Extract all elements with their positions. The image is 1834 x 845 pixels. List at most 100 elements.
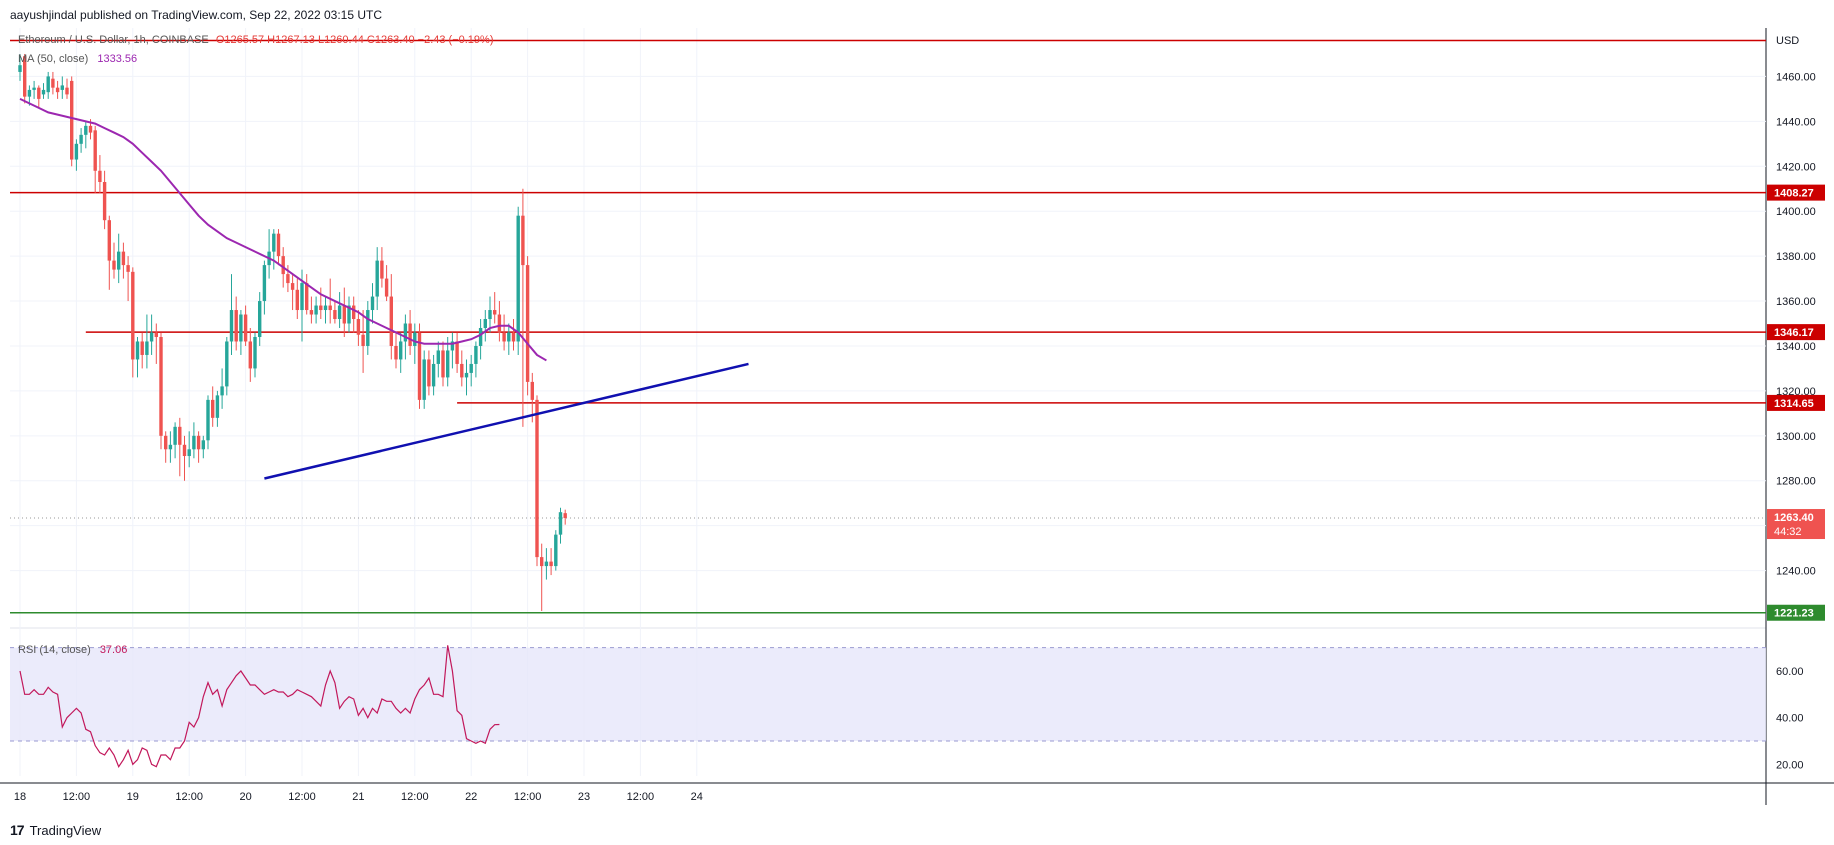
rsi-value: 37.06	[100, 644, 128, 656]
candle-body	[427, 359, 431, 387]
candle-body	[328, 305, 332, 311]
price-tick-label: 1320.00	[1776, 386, 1816, 398]
candle-body	[211, 399, 215, 418]
time-tick-label: 12:00	[401, 791, 429, 803]
candle-body	[18, 65, 22, 72]
candle-body	[431, 363, 436, 387]
candle-body	[225, 341, 229, 387]
candle-body	[356, 319, 361, 335]
candle-body	[55, 87, 60, 93]
candle-body	[464, 372, 469, 378]
candle-body	[182, 444, 187, 457]
price-tick-label: 1280.00	[1776, 476, 1816, 488]
level-price-text: 1346.17	[1774, 327, 1814, 339]
ma50-line	[19, 97, 547, 362]
candle-body	[239, 314, 243, 342]
last-price-text: 1263.40	[1774, 512, 1814, 524]
time-tick-label: 19	[127, 791, 139, 803]
candle-body	[262, 265, 267, 302]
candle-body	[27, 89, 32, 97]
ma-legend: MA (50, close) 1333.56	[18, 53, 137, 65]
ma-label: MA (50, close)	[18, 53, 88, 65]
candle-body	[497, 314, 502, 333]
time-tick-label: 22	[465, 791, 477, 803]
time-tick-label: 12:00	[514, 791, 542, 803]
candle-body	[41, 89, 46, 95]
rsi-polyline	[19, 645, 500, 768]
rsi-tick-label: 20.00	[1776, 759, 1804, 771]
candle-body	[375, 260, 379, 297]
price-tick-label: 1460.00	[1776, 71, 1816, 83]
candle-body	[112, 260, 116, 270]
candle-body	[413, 332, 417, 346]
candle-body	[98, 170, 102, 182]
level-price-text: 1314.65	[1774, 398, 1814, 410]
candle-body	[281, 256, 285, 275]
rsi-tick-label: 60.00	[1776, 666, 1804, 678]
level-price-text: 1221.23	[1774, 608, 1814, 620]
candle-body	[337, 305, 342, 320]
candle-body	[295, 289, 299, 311]
time-axis[interactable]: 18 12:00 19 12:00 20 12:00 21 12:00 22 12:00 23 12:…	[14, 791, 703, 803]
candle-body	[474, 345, 478, 364]
candle-body	[478, 328, 483, 346]
candle-body	[206, 399, 210, 441]
candle-body	[540, 557, 544, 567]
candle-body	[446, 350, 450, 378]
tradingview-logo-icon: 17	[10, 822, 25, 838]
time-tick-label: 18	[14, 791, 26, 803]
ascending-trend-line	[264, 362, 749, 480]
price-tick-label: 1400.00	[1776, 206, 1816, 218]
price-tick-label: 1420.00	[1776, 161, 1816, 173]
candle-body	[493, 310, 497, 315]
horizontal-levels[interactable]	[10, 39, 1766, 614]
price-axis[interactable]: 1240.001260.001280.001300.001320.001340.…	[1776, 35, 1816, 771]
candle-body	[305, 283, 309, 311]
candle-body	[88, 125, 93, 133]
candle-body	[535, 399, 539, 558]
candle-body	[516, 215, 520, 342]
candle-body	[234, 310, 238, 342]
rsi-band-fill	[10, 647, 1766, 741]
candle-body	[352, 305, 356, 320]
time-tick-label: 12:00	[175, 791, 203, 803]
candle-body	[201, 440, 205, 450]
time-tick-label: 24	[691, 791, 703, 803]
price-labels: 1408.27 1346.17 1314.65 1221.23 1263.40 44:32	[1767, 184, 1825, 621]
candle-body	[384, 278, 389, 297]
candle-body	[403, 323, 408, 342]
candle-body	[164, 435, 168, 450]
candle-body	[37, 87, 41, 99]
candle-body	[549, 561, 553, 567]
candle-body	[530, 381, 534, 400]
candle-body	[563, 513, 567, 519]
time-tick-label: 12:00	[288, 791, 316, 803]
ohlc-text: O1265.57 H1267.13 L1260.44 C1263.40 −2.4…	[216, 34, 494, 46]
candle-body	[300, 283, 304, 311]
candle-body	[521, 215, 525, 266]
rsi-band	[10, 647, 1766, 742]
candle-body	[178, 426, 182, 445]
candle-body	[483, 319, 487, 328]
candle-body	[394, 345, 398, 360]
level-price-tag	[1767, 394, 1825, 411]
time-tick-label: 20	[239, 791, 251, 803]
rsi-tick-label: 40.00	[1776, 713, 1804, 725]
candle-body	[366, 310, 370, 346]
candle-body	[93, 130, 97, 171]
candle-body	[455, 341, 459, 364]
candle-body	[511, 332, 516, 342]
symbol-text: Ethereum / U.S. Dollar, 1h, COINBASE	[18, 34, 209, 46]
candle-body	[450, 341, 455, 351]
candle-body	[554, 534, 558, 567]
candle-body	[347, 305, 351, 324]
footer: 17 TradingView	[10, 822, 101, 838]
price-tick-label: 1340.00	[1776, 341, 1816, 353]
trend-line[interactable]	[264, 362, 749, 480]
candle-body	[342, 305, 346, 324]
candle-body	[469, 363, 473, 373]
candle-body	[65, 87, 69, 95]
candle-body	[84, 125, 88, 135]
candle-body	[187, 449, 191, 457]
